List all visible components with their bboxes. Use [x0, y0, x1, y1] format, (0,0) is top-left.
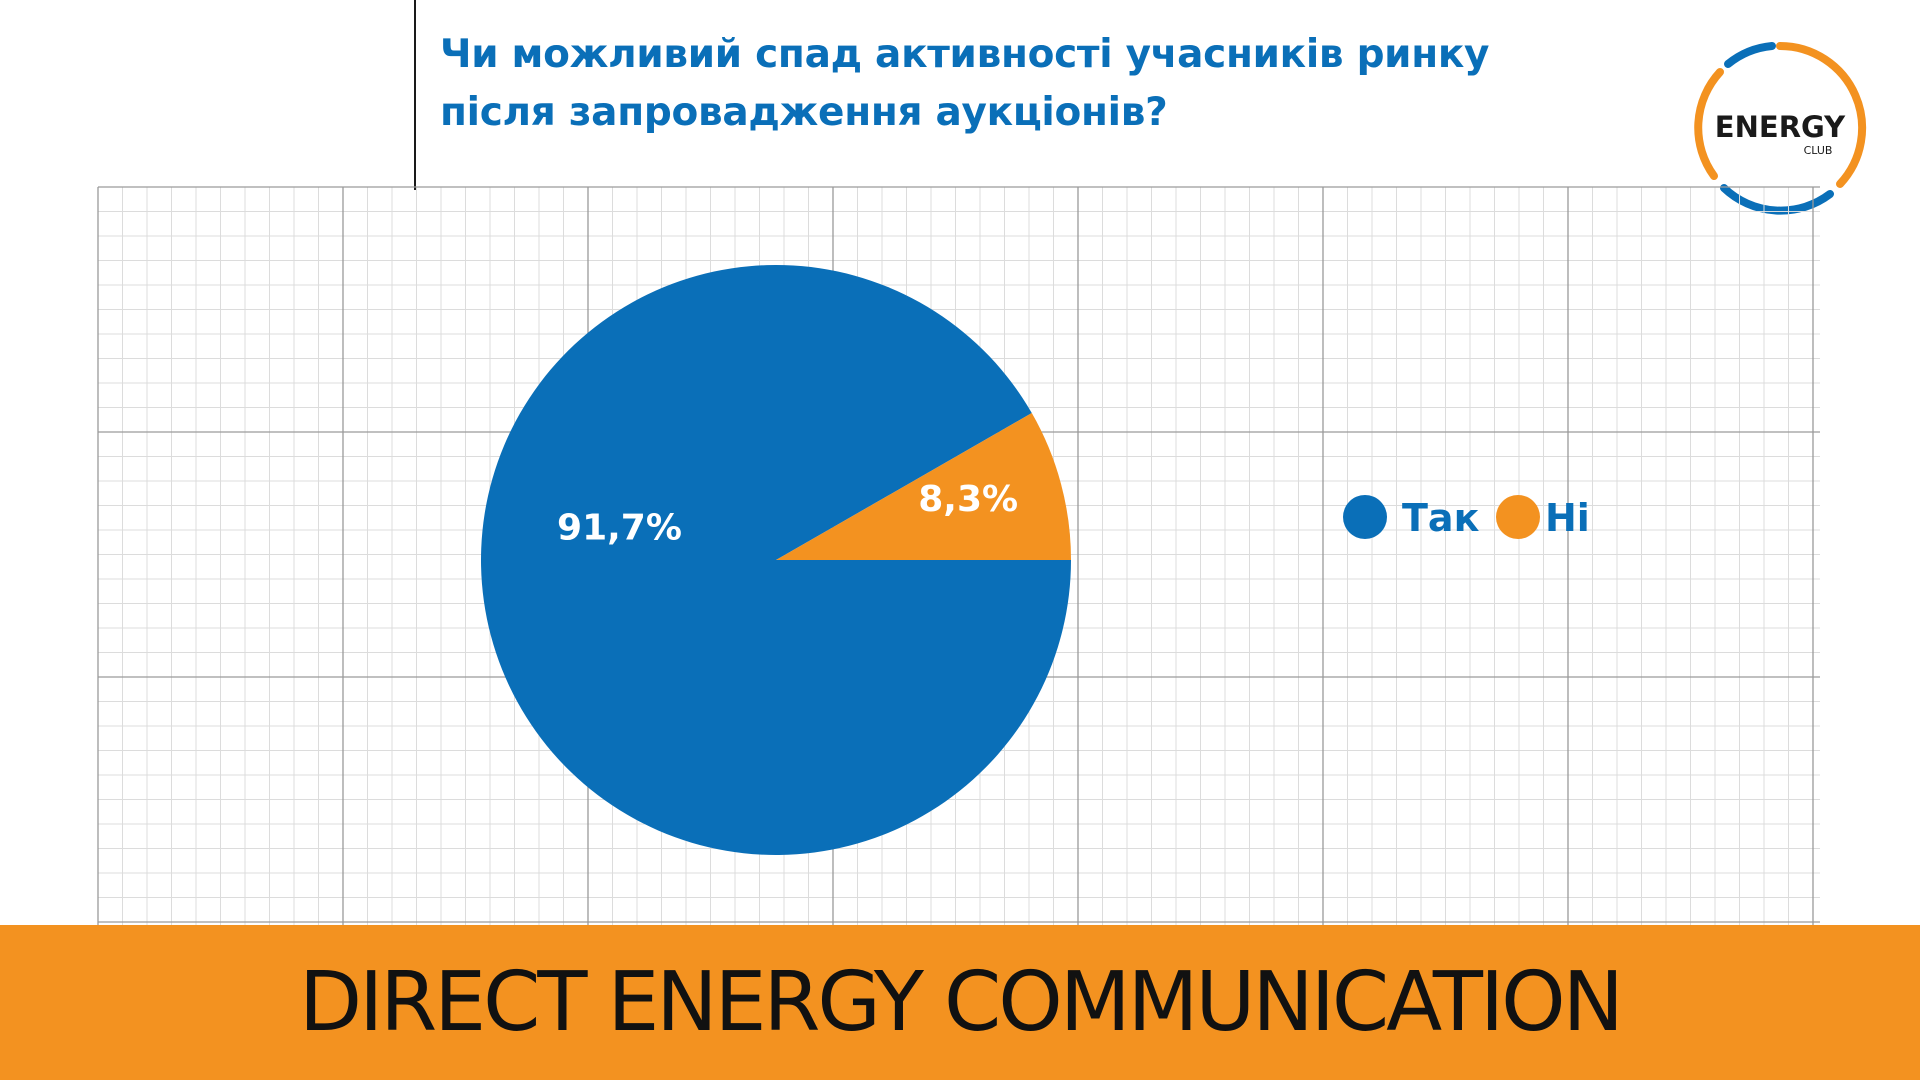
logo-orange-arc-2: [1694, 68, 1724, 180]
header-divider-line: [414, 0, 416, 190]
legend-marker-tak: [1343, 495, 1387, 539]
logo-orange-arc: [1776, 41, 1867, 188]
logo-blue-arc: [1724, 42, 1776, 68]
chart-legend: Так Ні: [1343, 495, 1590, 540]
legend-marker-ni: [1496, 495, 1540, 539]
pie-data-label-tak: 91,7%: [557, 508, 682, 549]
slide-title-line-1: Чи можливий спад активності учасників ри…: [440, 32, 1490, 77]
legend-label-ni: Ні: [1545, 496, 1590, 540]
logo-text: ENERGY: [1715, 110, 1846, 144]
footer-title: DIRECT ENERGY COMMUNICATION: [298, 955, 1624, 1050]
footer-banner: DIRECT ENERGY COMMUNICATION: [0, 925, 1920, 1080]
legend-label-tak: Так: [1402, 496, 1480, 540]
logo-blue-arc-2: [1720, 184, 1834, 215]
slide-title: Чи можливий спад активності учасників ри…: [440, 26, 1560, 142]
pie-chart: 91,7% 8,3%: [480, 264, 1071, 855]
pie-slice-ni: [776, 413, 1071, 560]
logo-subtext: CLUB: [1804, 144, 1833, 157]
energy-club-logo: ENERGY CLUB: [1694, 41, 1867, 215]
pie-data-label-ni: 8,3%: [918, 479, 1018, 520]
slide-title-line-2: після запровадження аукціонів?: [440, 90, 1168, 135]
pie-slice-tak: [480, 264, 1071, 855]
